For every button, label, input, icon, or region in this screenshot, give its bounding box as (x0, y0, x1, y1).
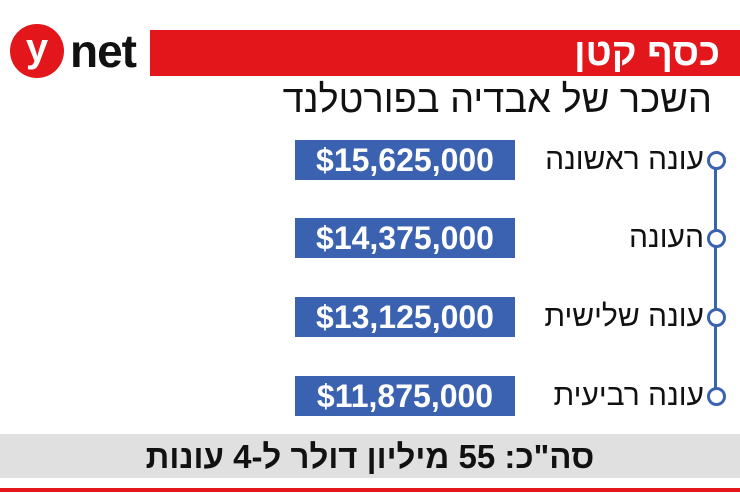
logo-y-badge: y (10, 24, 64, 78)
season-label: עונה רביעית (553, 379, 704, 412)
salary-amount: $15,625,000 (295, 140, 515, 180)
salary-amount: $14,375,000 (295, 218, 515, 258)
section-banner: כסף קטן (150, 30, 740, 76)
timeline-dot-icon (707, 229, 726, 248)
timeline-row: עונה שלישית $13,125,000 (0, 297, 740, 337)
ynet-logo[interactable]: y net (10, 24, 137, 78)
season-label: העונה (629, 221, 704, 254)
timeline-dot-icon (707, 387, 726, 406)
timeline-dot-icon (707, 308, 726, 327)
total-bar: סה"כ: 55 מיליון דולר ל-4 עונות (0, 434, 740, 478)
salary-amount: $13,125,000 (295, 297, 515, 337)
page-subtitle: השכר של אבדיה בפורטלנד (282, 79, 712, 121)
season-label: עונה שלישית (544, 300, 704, 333)
bottom-divider (0, 488, 740, 492)
timeline-row: עונה ראשונה $15,625,000 (0, 140, 740, 180)
logo-wordmark: net (70, 25, 137, 77)
season-label: עונה ראשונה (545, 143, 704, 176)
salary-amount: $11,875,000 (295, 376, 515, 416)
timeline-row: עונה רביעית $11,875,000 (0, 376, 740, 416)
banner-title: כסף קטן (574, 32, 720, 74)
timeline-row: העונה $14,375,000 (0, 218, 740, 258)
timeline-line (714, 158, 717, 396)
total-text: סה"כ: 55 מיליון דולר ל-4 עונות (145, 437, 595, 475)
timeline-dot-icon (707, 151, 726, 170)
